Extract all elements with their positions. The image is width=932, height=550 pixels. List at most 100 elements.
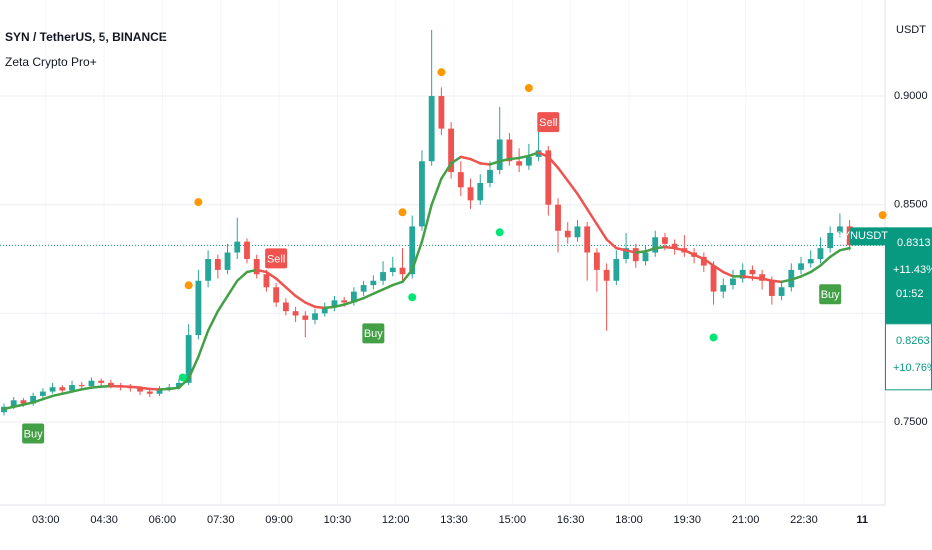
trend-line-segment xyxy=(712,264,725,274)
candle-body xyxy=(798,263,804,270)
candle-body xyxy=(574,226,581,238)
signal-box xyxy=(22,423,45,444)
candle-body xyxy=(700,256,707,266)
trend-line-segment xyxy=(585,207,599,226)
trend-line-segment xyxy=(90,385,103,389)
candle-body xyxy=(273,287,280,303)
candle-body xyxy=(78,385,85,387)
trend-line-segment xyxy=(51,392,64,398)
trend-line-segment xyxy=(634,250,647,254)
candle-body xyxy=(331,300,338,307)
signal-label: Buy xyxy=(819,284,842,305)
chart-title: SYN / TetherUS, 5, BINANCE xyxy=(5,30,167,44)
trend-line-segment xyxy=(780,278,793,284)
trend-line-segment xyxy=(304,301,317,309)
x-tick-label: 03:00 xyxy=(32,514,60,526)
candle-body xyxy=(312,313,318,320)
trend-line-segment xyxy=(760,277,774,282)
trend-line-segment xyxy=(430,177,443,206)
trend-line-segment xyxy=(294,294,307,304)
candle-body xyxy=(176,382,182,388)
trend-line-segment xyxy=(809,264,822,274)
candle-body xyxy=(263,274,270,288)
x-tick-label: 16:30 xyxy=(557,514,585,526)
trend-line-segment xyxy=(566,179,579,196)
y-tick-label: 0.9000 xyxy=(894,90,928,102)
price-change: +11.43% xyxy=(893,264,932,276)
trend-line-segment xyxy=(274,277,288,289)
candle-body xyxy=(49,387,56,392)
candle-body xyxy=(749,269,756,275)
candle-body xyxy=(380,272,386,281)
candle-body xyxy=(350,291,357,303)
trend-line-segment xyxy=(352,296,365,303)
candle-body xyxy=(399,267,406,275)
x-tick-label: 13:30 xyxy=(440,514,468,526)
x-tick-label: 11 xyxy=(856,514,868,526)
candle-body xyxy=(302,315,309,320)
trend-line-segment xyxy=(245,268,258,274)
x-tick-label: 12:00 xyxy=(382,514,410,526)
second-price: 0.8263 xyxy=(896,335,930,347)
signal-label: Sell xyxy=(265,248,288,269)
candle-body xyxy=(662,237,668,244)
candle-body xyxy=(156,389,163,394)
candle-body xyxy=(593,252,600,270)
trend-line-segment xyxy=(401,268,414,284)
candle-body xyxy=(652,237,659,253)
price-value: 0.8313 xyxy=(897,237,931,249)
signal-dot xyxy=(184,281,193,290)
trend-line-segment xyxy=(313,305,326,310)
x-tick-label: 07:30 xyxy=(207,514,235,526)
candle-body xyxy=(59,387,66,391)
candle-body xyxy=(720,285,727,292)
trend-line-segment xyxy=(624,249,638,254)
signal-box xyxy=(362,323,385,344)
candle-body xyxy=(467,187,474,201)
candle-body xyxy=(253,259,260,275)
trend-line-segment xyxy=(828,249,842,259)
trend-line-segment xyxy=(469,157,482,165)
trend-line-segment xyxy=(673,246,686,252)
trend-line-segment xyxy=(576,192,589,211)
candle-body xyxy=(730,278,736,286)
trend-line-segment xyxy=(644,246,657,253)
candle-body xyxy=(545,150,552,205)
trend-line-segment xyxy=(722,270,735,278)
trend-line-segment xyxy=(838,246,851,252)
candle-body xyxy=(321,306,328,314)
trend-line-segment xyxy=(556,166,569,183)
trend-line-segment xyxy=(440,162,453,180)
candle-body xyxy=(428,96,435,162)
signal-text: Sell xyxy=(539,117,557,129)
signal-dot xyxy=(178,373,187,382)
candle-body xyxy=(642,252,649,262)
signal-dot xyxy=(408,293,417,302)
candle-body xyxy=(409,226,416,275)
trend-line-segment xyxy=(70,388,83,393)
trend-line-segment xyxy=(187,355,200,380)
candle-body xyxy=(710,265,717,292)
candle-body xyxy=(10,400,17,407)
trend-line-segment xyxy=(41,394,54,401)
y-unit: USDT xyxy=(896,24,926,36)
trend-line-segment xyxy=(653,245,667,250)
candle-body xyxy=(341,300,348,303)
trend-line-segment xyxy=(197,329,210,359)
signal-label: Buy xyxy=(362,323,385,344)
symbol-tag xyxy=(850,227,890,246)
candle-body xyxy=(214,259,221,270)
trend-line-segment xyxy=(80,386,93,391)
x-tick-label: 06:00 xyxy=(149,514,177,526)
signal-dot xyxy=(437,68,446,77)
trend-line-segment xyxy=(683,249,696,256)
candle-body xyxy=(39,391,46,396)
price-badge xyxy=(885,227,932,324)
candle-body xyxy=(146,391,153,394)
candle-body xyxy=(487,169,493,183)
candle-body xyxy=(195,280,202,336)
trend-line-segment xyxy=(255,268,268,274)
x-tick-label: 19:30 xyxy=(674,514,702,526)
signal-dot xyxy=(709,333,718,342)
